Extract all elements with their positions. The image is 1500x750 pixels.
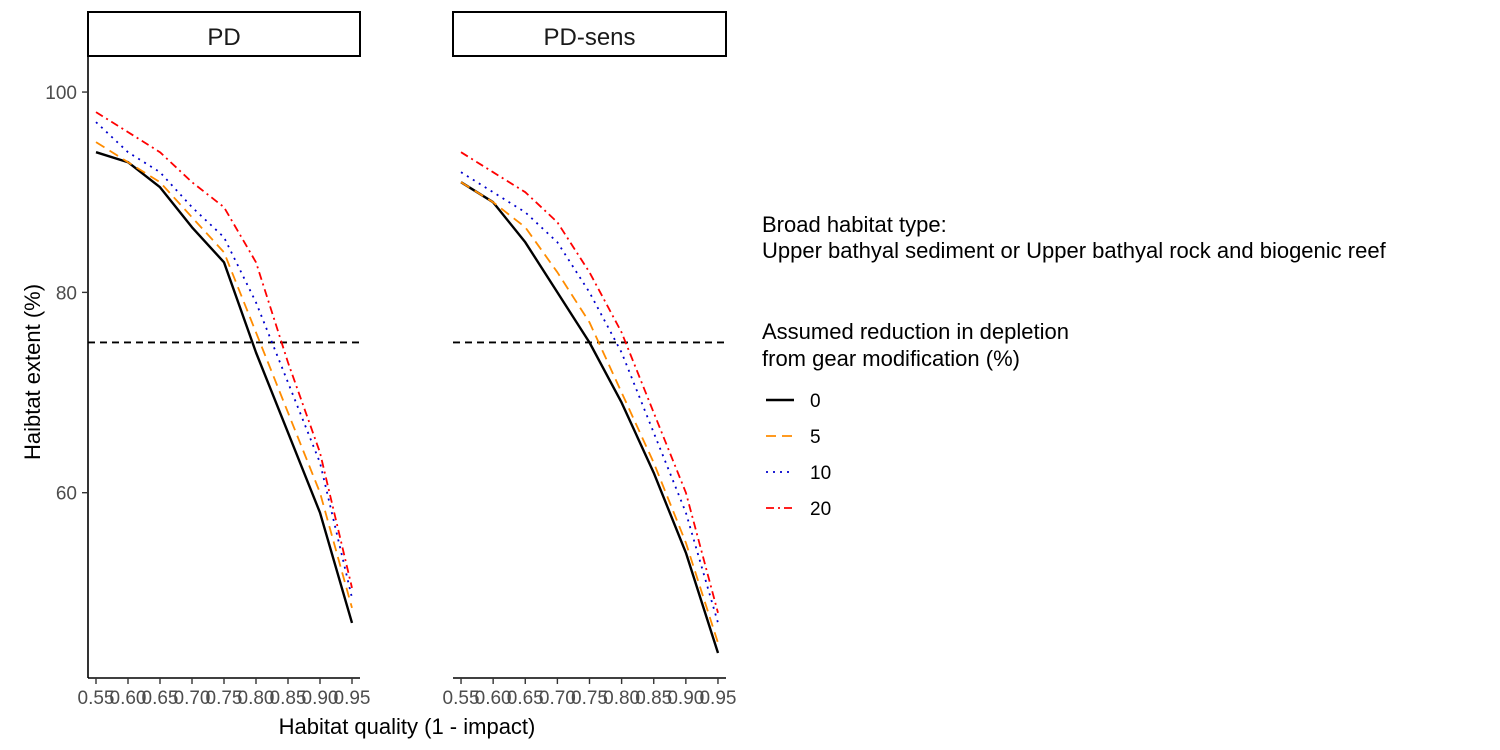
legend-label-5: 5 <box>810 427 821 448</box>
y-axis-title: Haibtat extent (%) <box>20 284 45 460</box>
panel-pd <box>88 111 360 624</box>
x-tick-label: 0.60 <box>475 688 512 709</box>
x-tick-label: 0.65 <box>507 688 544 709</box>
legend-title-line2: from gear modification (%) <box>762 346 1020 371</box>
x-tick-label: 0.75 <box>571 688 608 709</box>
panel-pd-sens <box>453 151 726 654</box>
x-tick-label: 0.95 <box>699 688 736 709</box>
legend-label-0: 0 <box>810 391 821 412</box>
x-axis-pd: 0.550.600.650.700.750.800.850.900.95 <box>78 677 371 709</box>
x-tick-label: 0.55 <box>78 688 115 709</box>
x-tick-label: 0.90 <box>302 688 339 709</box>
series-line-10 <box>460 171 719 624</box>
series-line-20 <box>95 111 353 589</box>
x-tick-label: 0.60 <box>110 688 147 709</box>
series-line-5 <box>460 181 719 644</box>
y-tick-label: 80 <box>56 283 77 304</box>
x-tick-label: 0.90 <box>667 688 704 709</box>
facet-strip-pd-sens-box <box>452 11 727 57</box>
legend-subtitle-line2: Upper bathyal sediment or Upper bathyal … <box>762 238 1387 263</box>
series-line-10 <box>95 121 353 599</box>
series-line-5 <box>95 141 353 609</box>
legend-entries: 0 5 10 20 <box>766 391 831 520</box>
series-line-20 <box>460 151 719 614</box>
x-tick-label: 0.55 <box>443 688 480 709</box>
y-tick-label: 60 <box>56 484 77 505</box>
x-tick-label: 0.70 <box>174 688 211 709</box>
facet-strip-pd-sens: PD-sens <box>452 11 727 57</box>
x-tick-label: 0.95 <box>334 688 371 709</box>
series-line-0 <box>95 151 354 624</box>
legend-title-line1: Assumed reduction in depletion <box>762 319 1069 344</box>
y-axis: 60 80 100 <box>45 57 89 678</box>
x-tick-label: 0.75 <box>206 688 243 709</box>
x-tick-label: 0.80 <box>238 688 275 709</box>
facet-strip-pd-label: PD <box>207 24 240 51</box>
x-tick-label: 0.65 <box>142 688 179 709</box>
x-axis-title: Habitat quality (1 - impact) <box>279 714 536 739</box>
series-line-0 <box>460 181 720 654</box>
legend: Broad habitat type: Upper bathyal sedime… <box>762 212 1387 520</box>
x-tick-label: 0.70 <box>539 688 576 709</box>
facet-strip-pd: PD <box>87 11 361 57</box>
x-tick-label: 0.85 <box>635 688 672 709</box>
facet-strip-pd-sens-label: PD-sens <box>543 24 635 51</box>
legend-label-10: 10 <box>810 463 831 484</box>
legend-subtitle-line1: Broad habitat type: <box>762 212 947 237</box>
x-tick-label: 0.80 <box>603 688 640 709</box>
x-axis-pd-sens: 0.550.600.650.700.750.800.850.900.95 <box>443 677 736 709</box>
facet-strip-pd-box <box>87 11 361 57</box>
legend-label-20: 20 <box>810 499 831 520</box>
y-tick-label: 100 <box>45 83 77 104</box>
x-tick-label: 0.85 <box>270 688 307 709</box>
